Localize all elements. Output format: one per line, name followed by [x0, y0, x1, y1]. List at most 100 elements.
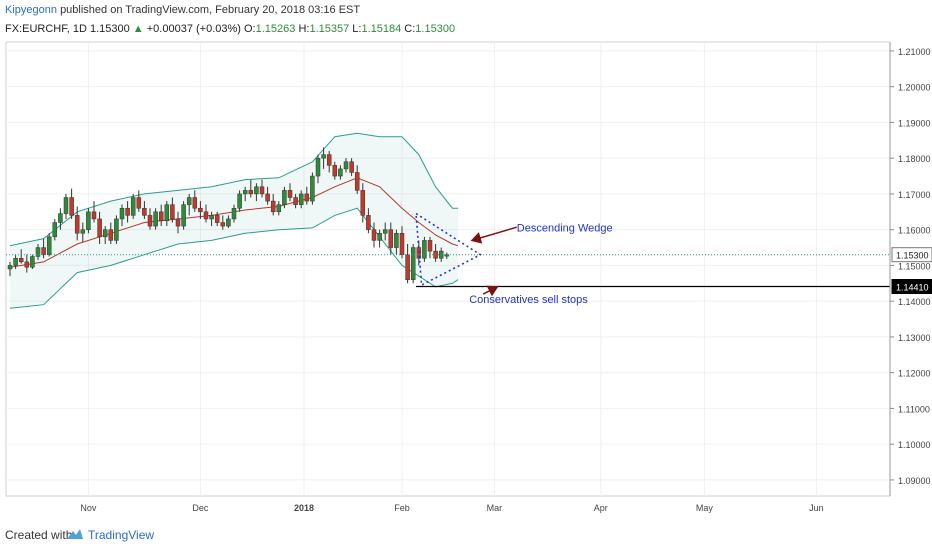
- candle-body: [91, 211, 97, 220]
- candle-body: [63, 197, 69, 214]
- high-value: 1.15357: [309, 23, 350, 35]
- high-label: H:: [298, 23, 310, 35]
- candle-body: [114, 218, 119, 241]
- candle-body: [282, 190, 287, 205]
- annotation-descending-wedge: Descending Wedge: [517, 222, 613, 234]
- close-label: C:: [404, 23, 416, 35]
- support-level-tag: [891, 279, 932, 295]
- author-name[interactable]: Kipyegonn: [5, 4, 57, 16]
- tradingview-brand[interactable]: TradingView: [88, 528, 155, 542]
- low-value: 1.15184: [361, 23, 402, 35]
- candle-body: [58, 213, 63, 223]
- candle-body: [214, 215, 220, 223]
- ohlc-line: FX:EURCHF, 1D 1.15300 ▲ +0.00037 (+0.03%…: [5, 23, 455, 35]
- candle-body: [198, 207, 203, 213]
- y-tick-label: 1.15000: [898, 261, 931, 271]
- x-tick-label: Nov: [80, 503, 97, 513]
- candle-body: [248, 190, 254, 195]
- candle-body: [30, 256, 35, 268]
- candle-body: [382, 229, 388, 234]
- x-tick-label: Mar: [487, 503, 503, 513]
- candle-body: [119, 207, 125, 220]
- candle-body: [164, 204, 170, 221]
- candle-body: [175, 218, 181, 227]
- candle-body: [153, 211, 158, 227]
- candle-body: [388, 229, 394, 248]
- candle-body: [354, 172, 360, 191]
- y-tick-label: 1.17000: [898, 190, 931, 200]
- x-tick-label: Feb: [394, 503, 410, 513]
- x-tick-label: May: [696, 503, 714, 513]
- y-tick-label: 1.19000: [898, 118, 931, 128]
- candle-body: [203, 211, 209, 220]
- candle-body: [97, 218, 102, 238]
- y-tick-label: 1.20000: [898, 83, 931, 93]
- candle-body: [287, 190, 293, 198]
- candle-body: [242, 190, 248, 195]
- y-tick-label: 1.09000: [898, 476, 931, 486]
- lower-band-line: [9, 207, 459, 309]
- candle-body: [410, 247, 416, 280]
- close-value: 1.15300: [415, 23, 456, 35]
- y-tick-label: 1.11000: [898, 404, 930, 414]
- price-axis: 1.21000 1.20000 1.19000 1.18000 1.17000 1.160…: [80, 42, 932, 513]
- candle-body: [181, 204, 186, 227]
- candle-body: [52, 222, 58, 238]
- candle-body: [254, 186, 259, 195]
- y-tick-label: 1.13000: [898, 333, 931, 343]
- candle-body: [158, 211, 164, 221]
- candle-body: [371, 229, 377, 241]
- candle-body: [41, 247, 46, 255]
- current-price-tag: [891, 247, 932, 263]
- candle-body: [338, 168, 343, 177]
- candle-body: [13, 258, 18, 266]
- candle-body: [147, 215, 153, 227]
- low-label: L:: [352, 23, 362, 35]
- wedge-arrow: [470, 226, 518, 244]
- y-tick-label: 1.10000: [898, 440, 931, 450]
- candle-body: [349, 161, 354, 173]
- stops-arrow: [482, 285, 499, 297]
- candle-body: [86, 211, 91, 230]
- candle-body: [298, 193, 304, 205]
- candle-body: [321, 154, 326, 159]
- support-level-label: 1.14410: [896, 283, 929, 293]
- candle-body: [102, 229, 108, 238]
- candle-body: [259, 186, 265, 195]
- footer: Created with TradingView: [0, 518, 932, 550]
- annotations: Descending Wedge Conservatives sell stops: [6, 212, 890, 306]
- publish-info: published on TradingView.com, February 2…: [60, 4, 361, 16]
- candles: [7, 147, 450, 284]
- y-tick-label: 1.16000: [898, 226, 931, 236]
- change-value: +0.00037 (+0.03%): [146, 23, 241, 35]
- candle-body: [142, 207, 147, 216]
- candle-body: [69, 197, 74, 216]
- candle-body: [276, 204, 282, 213]
- x-tick-label: Apr: [594, 503, 608, 513]
- y-tick-label: 1.18000: [898, 154, 931, 164]
- candle-body: [422, 240, 427, 259]
- candle-body: [18, 258, 24, 263]
- candle-body: [265, 193, 270, 202]
- candle-body: [377, 233, 382, 241]
- candle-body: [108, 229, 114, 241]
- candle-body: [46, 236, 52, 255]
- annotation-sell-stops: Conservatives sell stops: [469, 294, 588, 306]
- candle-body: [192, 197, 198, 209]
- candle-body: [270, 200, 276, 213]
- candle-body: [399, 233, 405, 255]
- x-tick-label: Dec: [192, 503, 209, 513]
- candle-body: [315, 157, 321, 177]
- tradingview-logo-icon: [67, 529, 83, 539]
- created-with-label: Created with: [5, 528, 73, 542]
- grid: [5, 41, 891, 497]
- up-arrow-icon: ▲: [132, 23, 144, 35]
- current-price-label: 1.15300: [896, 251, 929, 261]
- y-tick-label: 1.14000: [898, 297, 931, 307]
- candle-body: [405, 254, 410, 280]
- candle-body: [125, 207, 130, 216]
- last-price: 1.15300: [89, 23, 130, 35]
- candle-body: [226, 218, 231, 227]
- candle-body: [394, 233, 399, 248]
